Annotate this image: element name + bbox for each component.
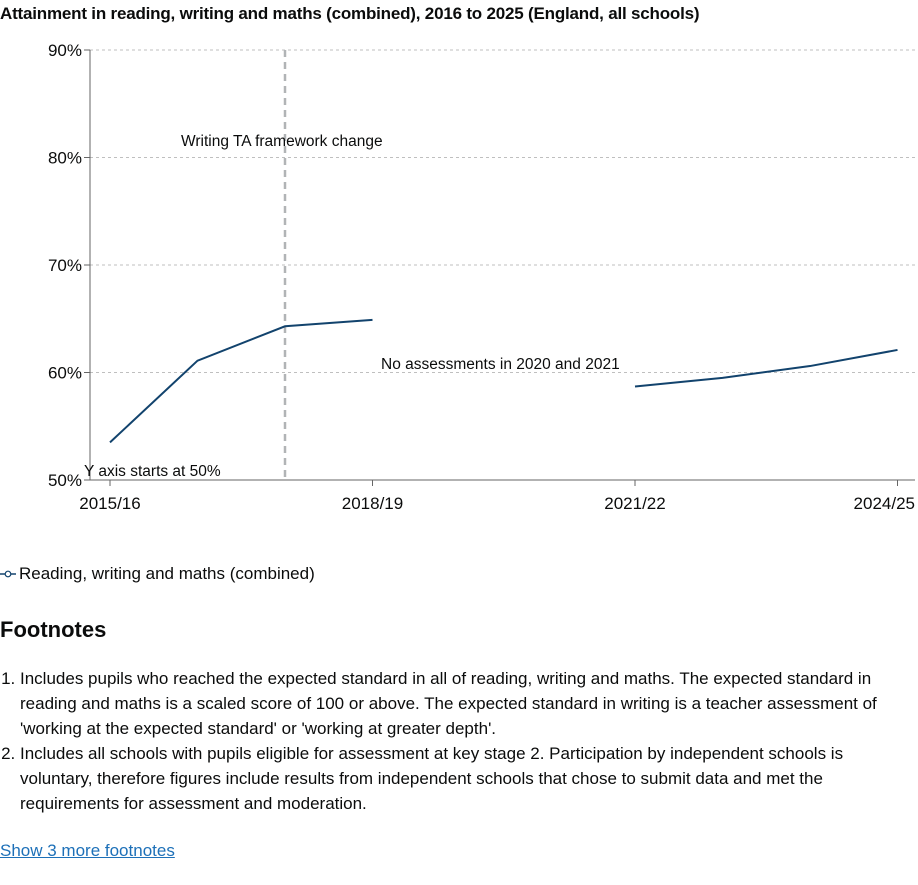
show-more-footnotes-link[interactable]: Show 3 more footnotes (0, 841, 175, 860)
y-tick-label: 80% (48, 149, 82, 168)
y-tick-label: 50% (48, 471, 82, 490)
chart-legend: Reading, writing and maths (combined) (0, 564, 315, 584)
x-tick-label: 2015/16 (79, 494, 140, 513)
line-chart: 50% 60% 70% 80% 90% 2015/16 2018/19 2021/22 2024… (48, 41, 915, 513)
footnote-item: Includes pupils who reached the expected… (20, 666, 918, 741)
footnotes-list: Includes pupils who reached the expected… (0, 666, 918, 816)
no-assessment-label: No assessments in 2020 and 2021 (381, 356, 620, 373)
y-axis-start-note: Y axis starts at 50% (84, 463, 221, 480)
legend-line-marker-icon (0, 570, 16, 578)
x-tick-label: 2021/22 (604, 494, 665, 513)
framework-change-label: Writing TA framework change (181, 133, 383, 150)
footnote-item: Includes all schools with pupils eligibl… (20, 741, 918, 816)
y-tick-label: 70% (48, 256, 82, 275)
chart-title: Attainment in reading, writing and maths… (0, 4, 700, 23)
series-line (634, 348, 898, 388)
footnotes-heading: Footnotes (0, 617, 107, 642)
y-tick-label: 90% (48, 41, 82, 60)
series-line (109, 318, 373, 444)
x-tick-label: 2018/19 (342, 494, 403, 513)
y-tick-label: 60% (48, 364, 82, 383)
legend-label: Reading, writing and maths (combined) (19, 564, 315, 583)
x-tick-label: 2024/25 (854, 494, 915, 513)
